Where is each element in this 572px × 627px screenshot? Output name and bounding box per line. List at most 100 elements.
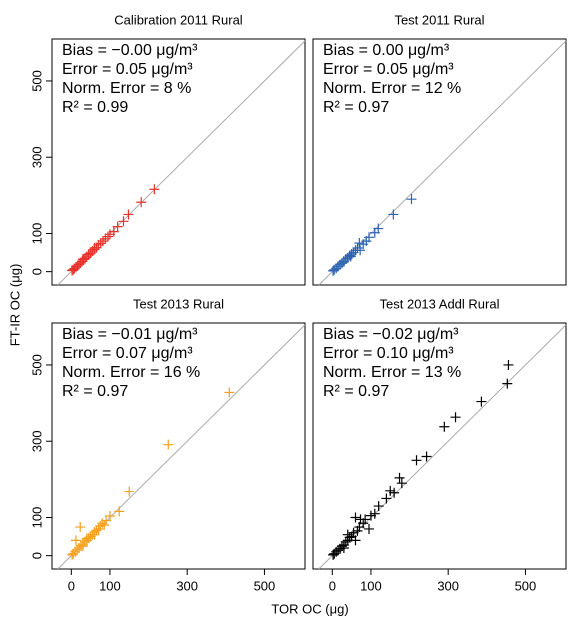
stat-annotation: R² = 0.97 (323, 383, 389, 400)
point (68, 264, 79, 275)
point (411, 455, 422, 466)
point (394, 472, 405, 483)
point (369, 227, 380, 238)
stat-annotation: Bias = −0.02 μg/m³ (323, 326, 459, 343)
panel-title: Calibration 2011 Rural (114, 12, 242, 27)
point (396, 478, 407, 489)
y-tick-label: 0 (29, 552, 44, 559)
point (502, 378, 513, 389)
point (328, 265, 339, 276)
point (338, 543, 349, 554)
point (503, 359, 514, 370)
panel-title: Test 2013 Addl Rural (380, 296, 500, 311)
point (338, 256, 349, 267)
stat-annotation: R² = 0.97 (62, 383, 128, 400)
x-tick-label: 300 (437, 578, 459, 593)
point (89, 243, 100, 254)
point (389, 487, 400, 498)
stat-annotation: Bias = −0.00 μg/m³ (62, 42, 198, 59)
point (350, 535, 361, 546)
point (124, 486, 135, 497)
point (67, 549, 78, 560)
point (224, 387, 235, 398)
stat-annotation: Bias = 0.00 μg/m³ (323, 42, 450, 59)
point (103, 231, 114, 242)
point (97, 518, 108, 529)
stat-annotation: Norm. Error = 16 % (62, 364, 200, 381)
stat-annotation: Norm. Error = 8 % (62, 80, 191, 97)
point (342, 529, 353, 540)
stat-annotation: Norm. Error = 13 % (323, 364, 461, 381)
stat-annotation: Norm. Error = 12 % (323, 80, 461, 97)
stat-annotation: Error = 0.05 μg/m³ (323, 61, 454, 78)
point (354, 238, 365, 249)
panel-title: Test 2011 Rural (394, 12, 484, 27)
point (75, 522, 86, 533)
point (95, 238, 106, 249)
one-to-one-line (57, 40, 306, 286)
point (328, 549, 339, 560)
y-tick-label: 500 (29, 70, 44, 92)
x-tick-label: 0 (329, 578, 336, 593)
one-to-one-line (57, 324, 306, 570)
x-tick-label: 100 (360, 578, 382, 593)
stat-annotation: Bias = −0.01 μg/m³ (62, 326, 198, 343)
plot-frame (51, 38, 306, 286)
point (114, 506, 125, 517)
point (118, 216, 129, 227)
x-tick-label: 500 (254, 578, 276, 593)
point (329, 548, 340, 559)
point (350, 512, 361, 523)
point (364, 523, 375, 534)
y-tick-label: 300 (29, 430, 44, 452)
stat-annotation: R² = 0.99 (62, 99, 128, 116)
panel-title: Test 2013 Rural (133, 296, 224, 311)
point (450, 412, 461, 423)
point (388, 209, 399, 220)
stat-annotation: Error = 0.07 μg/m³ (62, 345, 193, 362)
point (83, 249, 94, 260)
x-tick-label: 0 (68, 578, 75, 593)
one-to-one-line (318, 324, 567, 570)
point (104, 229, 115, 240)
y-tick-label: 300 (29, 146, 44, 168)
x-axis-label: TOR OC (μg) (271, 601, 348, 616)
point (81, 533, 92, 544)
point (163, 439, 174, 450)
stat-annotation: R² = 0.97 (323, 99, 389, 116)
point (360, 514, 371, 525)
point (369, 508, 380, 519)
point (439, 421, 450, 432)
x-tick-label: 300 (176, 578, 198, 593)
point (77, 254, 88, 265)
point (345, 251, 356, 262)
point (136, 197, 147, 208)
plot-frame (312, 38, 567, 286)
point (406, 194, 417, 205)
stat-annotation: Error = 0.10 μg/m³ (323, 345, 454, 362)
point (89, 529, 100, 540)
point (69, 263, 80, 274)
point (373, 501, 384, 512)
point (476, 396, 487, 407)
x-tick-label: 100 (99, 578, 121, 593)
y-tick-label: 100 (29, 223, 44, 245)
point (149, 184, 160, 195)
point (381, 493, 392, 504)
point (68, 548, 79, 559)
point (100, 233, 111, 244)
stat-annotation: Error = 0.05 μg/m³ (62, 61, 193, 78)
point (421, 451, 432, 462)
x-tick-label: 500 (515, 578, 537, 593)
point (67, 265, 78, 276)
point (123, 209, 134, 220)
y-axis-label: FT-IR OC (μg) (7, 264, 22, 347)
y-tick-label: 500 (29, 354, 44, 376)
y-tick-label: 100 (29, 507, 44, 529)
point (99, 520, 110, 531)
point (329, 264, 340, 275)
y-tick-label: 0 (29, 268, 44, 275)
plot-frame (51, 322, 306, 570)
point (77, 541, 88, 552)
